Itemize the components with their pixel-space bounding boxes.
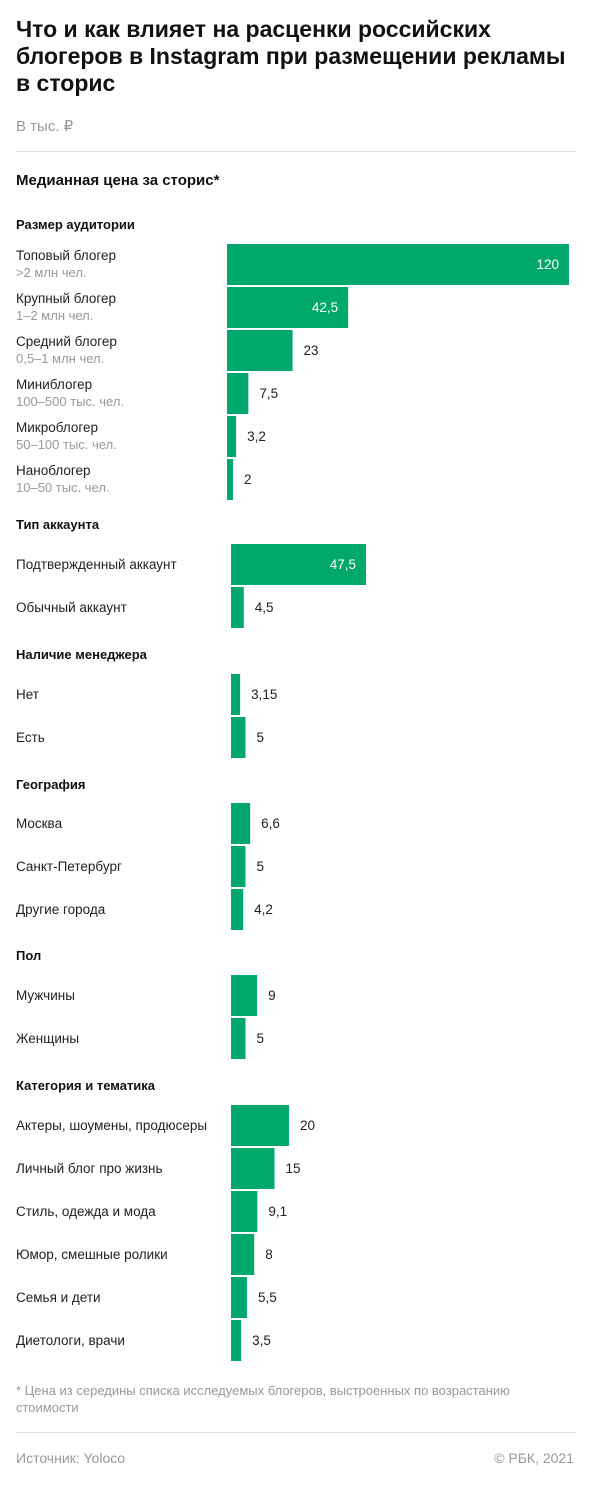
bar: [227, 416, 237, 457]
bar: [231, 1234, 255, 1275]
category-label: Микроблогер: [16, 420, 98, 435]
divider: [16, 1432, 576, 1433]
value-label: 6,6: [261, 816, 280, 831]
category-sublabel: 10–50 тыс. чел.: [16, 480, 110, 495]
value-label: 20: [300, 1118, 315, 1133]
bar: [231, 1277, 247, 1318]
category-sublabel: 0,5–1 млн чел.: [16, 351, 104, 366]
footnote: * Цена из середины списка исследуемых бл…: [16, 1383, 510, 1415]
group-title: Пол: [16, 948, 41, 963]
category-label: Стиль, одежда и мода: [16, 1204, 156, 1219]
value-label: 3,15: [251, 687, 277, 702]
group-title: Категория и тематика: [16, 1078, 156, 1093]
category-label: Миниблогер: [16, 377, 92, 392]
category-label: Наноблогер: [16, 463, 91, 478]
group-title: Тип аккаунта: [16, 517, 100, 532]
bar: [227, 330, 293, 371]
bar: [231, 1018, 246, 1059]
category-label: Нет: [16, 687, 39, 702]
group-title: География: [16, 777, 85, 792]
bar: [231, 587, 244, 628]
category-label: Санкт-Петербург: [16, 859, 122, 874]
bar: [231, 889, 244, 930]
copyright-label: © РБК, 2021: [494, 1450, 574, 1466]
chart-title: Что и как влияет на расценки российских …: [16, 16, 566, 96]
value-label: 3,5: [252, 1333, 271, 1348]
value-label: 9: [268, 988, 276, 1003]
bar: [231, 1148, 275, 1189]
category-label: Есть: [16, 730, 45, 745]
unit-label: В тыс. ₽: [16, 118, 74, 135]
category-sublabel: 1–2 млн чел.: [16, 308, 93, 323]
bar: [231, 717, 246, 758]
category-label: Средний блогер: [16, 334, 117, 349]
category-label: Юмор, смешные ролики: [16, 1247, 168, 1262]
bar: [227, 459, 233, 500]
category-sublabel: 50–100 тыс. чел.: [16, 437, 117, 452]
value-label: 5,5: [258, 1290, 277, 1305]
value-label: 8: [265, 1247, 273, 1262]
value-label: 120: [536, 257, 559, 272]
group-title: Размер аудитории: [16, 217, 135, 232]
bar: [231, 544, 366, 585]
bar: [227, 373, 249, 414]
value-label: 5: [257, 730, 265, 745]
value-label: 5: [257, 1031, 265, 1046]
category-label: Семья и дети: [16, 1290, 101, 1305]
category-label: Женщины: [16, 1031, 79, 1046]
bar: [227, 287, 349, 328]
value-label: 23: [304, 343, 319, 358]
bar: [231, 1191, 258, 1232]
category-sublabel: >2 млн чел.: [16, 265, 87, 280]
value-label: 5: [257, 859, 265, 874]
bar: [231, 1105, 289, 1146]
bar: [231, 674, 241, 715]
bar: [227, 244, 569, 285]
value-label: 2: [244, 472, 252, 487]
category-label: Личный блог про жизнь: [16, 1161, 163, 1176]
value-label: 42,5: [312, 300, 338, 315]
bar: [231, 846, 246, 887]
category-label: Обычный аккаунт: [16, 600, 127, 615]
category-label: Москва: [16, 816, 63, 831]
category-label: Мужчины: [16, 988, 75, 1003]
category-label: Другие города: [16, 902, 106, 917]
value-label: 9,1: [268, 1204, 287, 1219]
bar: [231, 1320, 242, 1361]
divider: [16, 151, 576, 152]
bar-chart: Размер аудитории Топовый блогер >2 млн чел…: [16, 217, 569, 1361]
bar: [231, 803, 251, 844]
chart-subtitle: Медианная цена за сторис*: [16, 172, 220, 189]
category-label: Подтвержденный аккаунт: [16, 557, 177, 572]
value-label: 47,5: [330, 557, 356, 572]
source-label: Источник: Yoloco: [16, 1450, 126, 1466]
category-label: Актеры, шоумены, продюсеры: [16, 1118, 207, 1133]
value-label: 4,2: [254, 902, 273, 917]
bar: [231, 975, 258, 1016]
category-sublabel: 100–500 тыс. чел.: [16, 394, 124, 409]
category-label: Топовый блогер: [16, 248, 116, 263]
value-label: 3,2: [247, 429, 266, 444]
value-label: 7,5: [259, 386, 278, 401]
value-label: 4,5: [255, 600, 274, 615]
value-label: 15: [286, 1161, 301, 1176]
group-title: Наличие менеджера: [16, 647, 148, 662]
category-label: Диетологи, врачи: [16, 1333, 125, 1348]
category-label: Крупный блогер: [16, 291, 116, 306]
